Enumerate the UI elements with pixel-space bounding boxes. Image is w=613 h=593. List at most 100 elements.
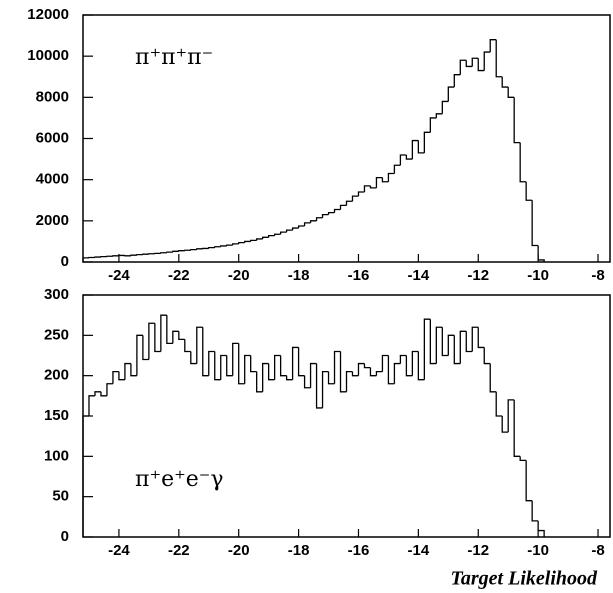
histogram-bin	[339, 351, 347, 393]
histogram-bin	[267, 235, 275, 238]
annotation: π⁺π⁺π⁻	[135, 45, 213, 70]
histogram-bin	[178, 331, 185, 341]
histogram-bin	[226, 355, 233, 377]
histogram-bin	[303, 375, 311, 389]
y-tick-label: 150	[44, 407, 69, 424]
histogram-bin	[375, 370, 383, 376]
histogram-bin	[465, 60, 473, 68]
x-tick-label: -20	[228, 542, 250, 559]
x-tick-label: -18	[288, 267, 310, 284]
x-tick-label: -22	[168, 267, 190, 284]
histogram-bin	[405, 355, 413, 377]
histogram-bin	[214, 246, 221, 248]
x-tick-label: -14	[408, 267, 430, 284]
histogram-bin	[345, 370, 353, 392]
histogram-bin	[393, 362, 401, 384]
histogram-bin	[82, 257, 89, 262]
histogram-bin	[303, 222, 311, 226]
histogram-bin	[369, 185, 377, 189]
histogram-bin	[130, 254, 137, 256]
histogram-bin	[417, 140, 425, 154]
histogram-bin	[172, 250, 179, 253]
histogram-bin	[291, 346, 299, 380]
histogram-bin	[124, 362, 131, 380]
histogram-bin	[405, 154, 413, 160]
y-tick-label: 100	[44, 447, 69, 464]
histogram-bin	[369, 367, 377, 377]
histogram-bin	[483, 51, 491, 71]
y-tick-label: 6000	[36, 129, 69, 146]
histogram-bin	[136, 253, 143, 256]
histogram-bin	[82, 415, 89, 537]
histogram-bin	[381, 354, 389, 372]
histogram-bin	[267, 363, 275, 381]
histogram-bin	[399, 354, 407, 364]
histogram-bin	[351, 195, 359, 202]
histogram-bin	[387, 355, 395, 385]
histogram-bin	[273, 354, 281, 380]
histogram-bin	[154, 323, 161, 353]
histogram-bin	[136, 334, 143, 376]
histogram-bin	[375, 176, 383, 188]
y-tick-label: 250	[44, 326, 69, 343]
x-tick-label: -24	[108, 542, 130, 559]
histogram-bin	[447, 334, 455, 356]
x-tick-label: -16	[348, 542, 370, 559]
histogram-bin	[429, 117, 437, 133]
histogram-bin	[327, 371, 335, 385]
histogram-bin	[279, 231, 287, 235]
histogram-bin	[220, 354, 227, 380]
y-tick-label: 300	[44, 286, 69, 303]
histogram-bin	[333, 350, 341, 384]
histogram-bin	[196, 248, 203, 250]
histogram-bin	[411, 350, 419, 376]
x-tick-label: -10	[527, 267, 549, 284]
histogram-bin	[315, 363, 323, 409]
histogram-bin	[363, 185, 371, 193]
histogram-bin	[238, 343, 245, 385]
histogram-bin	[513, 399, 521, 457]
histogram-bin	[285, 375, 293, 381]
histogram-bin	[148, 322, 155, 360]
y-tick-label: 12000	[27, 6, 69, 23]
histogram-bin	[232, 342, 239, 376]
x-tick-label: -10	[527, 542, 549, 559]
histogram-bin	[531, 200, 539, 247]
histogram-bin	[262, 236, 269, 239]
histogram-bin	[226, 244, 233, 246]
x-tick-label: -18	[288, 542, 310, 559]
histogram-bin	[435, 326, 443, 364]
histogram-bin	[501, 416, 509, 433]
x-tick-label: -14	[408, 542, 430, 559]
histogram-bin	[208, 246, 215, 249]
histogram-bin	[423, 318, 431, 380]
histogram-bin	[423, 131, 431, 153]
histogram-bin	[495, 391, 503, 417]
histogram-bin	[160, 314, 167, 352]
histogram-bin	[453, 74, 461, 88]
histogram-bin	[489, 363, 497, 393]
histogram-bin	[220, 245, 227, 247]
histogram-bin	[112, 370, 119, 384]
histogram-bin	[525, 460, 533, 502]
histogram-bin	[256, 238, 263, 241]
y-tick-label: 50	[52, 488, 69, 505]
histogram-bin	[130, 363, 137, 377]
histogram-bin	[411, 139, 419, 160]
histogram-bin	[279, 355, 287, 377]
histogram-bin	[393, 164, 401, 174]
histogram-bin	[537, 520, 545, 537]
histogram-bin	[453, 335, 461, 365]
x-tick-label: -12	[467, 542, 489, 559]
histogram-bin	[297, 347, 305, 377]
histogram-bin	[190, 249, 197, 251]
histogram-bin	[250, 355, 257, 373]
histogram-bin	[256, 371, 263, 393]
histogram-bin	[172, 330, 179, 344]
histogram-bin	[94, 391, 101, 396]
x-tick-label: -8	[591, 542, 604, 559]
histogram-bin	[106, 383, 113, 396]
histogram-bin	[441, 327, 449, 357]
histogram-bin	[345, 200, 353, 206]
